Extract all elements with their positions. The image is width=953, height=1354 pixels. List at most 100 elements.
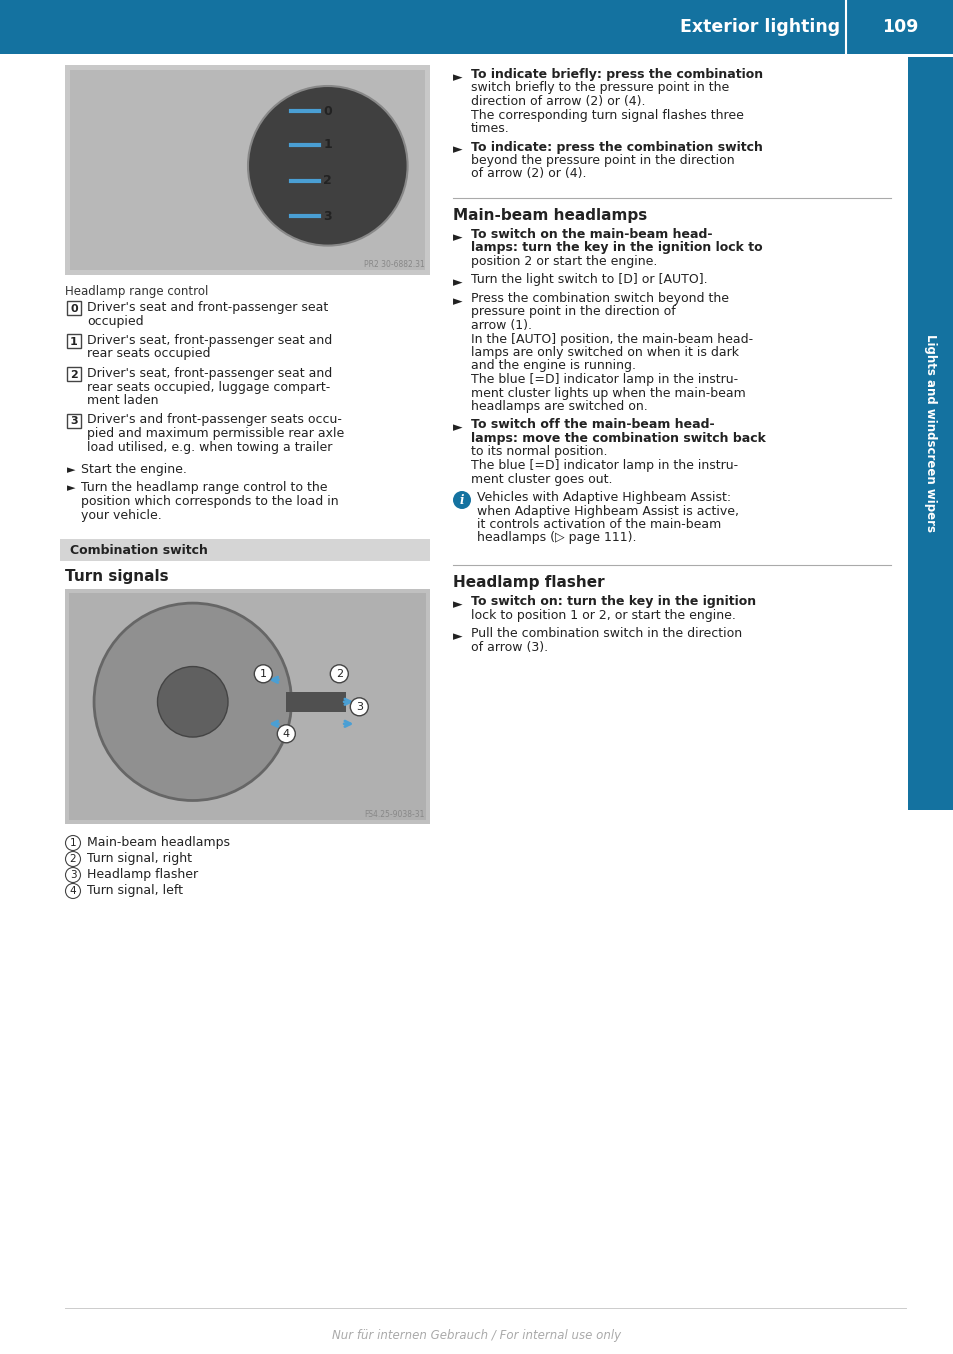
Text: rear seats occupied, luggage compart-: rear seats occupied, luggage compart- — [87, 380, 330, 394]
Text: Turn the headlamp range control to the: Turn the headlamp range control to the — [81, 482, 327, 494]
Text: of arrow (2) or (4).: of arrow (2) or (4). — [471, 168, 586, 180]
Text: 3: 3 — [71, 417, 78, 427]
Bar — [65, 589, 430, 825]
Text: Turn signals: Turn signals — [65, 569, 169, 584]
Text: rear seats occupied: rear seats occupied — [87, 348, 211, 360]
Text: 0: 0 — [323, 104, 332, 118]
Bar — [70, 70, 424, 269]
Text: To switch off the main-beam head-: To switch off the main-beam head- — [471, 418, 714, 432]
Text: times.: times. — [471, 122, 509, 135]
FancyBboxPatch shape — [67, 413, 81, 428]
Bar — [69, 593, 426, 821]
Text: ►: ► — [453, 144, 462, 157]
Bar — [65, 65, 430, 275]
Text: of arrow (3).: of arrow (3). — [471, 640, 548, 654]
Bar — [0, 0, 953, 54]
Circle shape — [66, 884, 80, 899]
Text: ment cluster lights up when the main-beam: ment cluster lights up when the main-bea… — [471, 386, 745, 399]
Text: ►: ► — [453, 630, 462, 643]
Circle shape — [94, 603, 292, 800]
Text: Main-beam headlamps: Main-beam headlamps — [453, 209, 646, 223]
Text: To indicate briefly: press the combination: To indicate briefly: press the combinati… — [471, 68, 762, 81]
Text: lamps: move the combination switch back: lamps: move the combination switch back — [471, 432, 765, 445]
Text: Headlamp range control: Headlamp range control — [65, 284, 208, 298]
Text: ►: ► — [453, 232, 462, 244]
Text: headlamps (▷ page 111).: headlamps (▷ page 111). — [476, 532, 636, 544]
Text: ►: ► — [67, 464, 75, 475]
Text: 2: 2 — [71, 370, 78, 380]
Bar — [907, 57, 953, 810]
Bar — [60, 539, 430, 561]
Text: The corresponding turn signal flashes three: The corresponding turn signal flashes th… — [471, 108, 743, 122]
Text: position 2 or start the engine.: position 2 or start the engine. — [471, 255, 657, 268]
Text: 3: 3 — [70, 871, 76, 880]
Text: ►: ► — [453, 276, 462, 290]
Text: lock to position 1 or 2, or start the engine.: lock to position 1 or 2, or start the en… — [471, 608, 735, 621]
Text: 3: 3 — [355, 701, 362, 712]
Text: 3: 3 — [323, 210, 332, 222]
Text: Turn signal, right: Turn signal, right — [87, 852, 192, 865]
Text: arrow (1).: arrow (1). — [471, 320, 532, 332]
Text: occupied: occupied — [87, 314, 144, 328]
Circle shape — [330, 665, 348, 682]
Circle shape — [254, 665, 272, 682]
Text: ►: ► — [67, 483, 75, 493]
Text: 0: 0 — [71, 305, 78, 314]
Circle shape — [66, 868, 80, 883]
Text: The blue [=D] indicator lamp in the instru-: The blue [=D] indicator lamp in the inst… — [471, 459, 738, 473]
Circle shape — [66, 852, 80, 867]
Text: Driver's and front-passenger seats occu-: Driver's and front-passenger seats occu- — [87, 413, 341, 427]
Text: Pull the combination switch in the direction: Pull the combination switch in the direc… — [471, 627, 741, 640]
Text: The blue [=D] indicator lamp in the instru-: The blue [=D] indicator lamp in the inst… — [471, 372, 738, 386]
Text: Press the combination switch beyond the: Press the combination switch beyond the — [471, 292, 728, 305]
Text: Turn signal, left: Turn signal, left — [87, 884, 183, 896]
Text: ment laden: ment laden — [87, 394, 158, 408]
Text: lamps: turn the key in the ignition lock to: lamps: turn the key in the ignition lock… — [471, 241, 761, 255]
Text: and the engine is running.: and the engine is running. — [471, 360, 636, 372]
Text: Driver's seat, front-passenger seat and: Driver's seat, front-passenger seat and — [87, 367, 332, 380]
Text: load utilised, e.g. when towing a trailer: load utilised, e.g. when towing a traile… — [87, 440, 332, 454]
Text: 1: 1 — [71, 337, 78, 347]
Text: In the [AUTO] position, the main-beam head-: In the [AUTO] position, the main-beam he… — [471, 333, 752, 345]
Text: PR2 30-6882.31: PR2 30-6882.31 — [364, 260, 424, 269]
Text: Main-beam headlamps: Main-beam headlamps — [87, 835, 230, 849]
Text: 1: 1 — [259, 669, 267, 678]
Text: Nur für internen Gebrauch / For internal use only: Nur für internen Gebrauch / For internal… — [332, 1328, 621, 1342]
Text: Combination switch: Combination switch — [70, 543, 208, 556]
Text: 4: 4 — [70, 886, 76, 896]
Text: 2: 2 — [323, 175, 332, 187]
Text: ment cluster goes out.: ment cluster goes out. — [471, 473, 612, 486]
FancyBboxPatch shape — [67, 367, 81, 380]
Text: 4: 4 — [282, 728, 290, 739]
Text: 109: 109 — [881, 18, 917, 37]
Text: Headlamp flasher: Headlamp flasher — [87, 868, 198, 881]
Text: when Adaptive Highbeam Assist is active,: when Adaptive Highbeam Assist is active, — [476, 505, 739, 517]
Circle shape — [277, 724, 295, 743]
Text: direction of arrow (2) or (4).: direction of arrow (2) or (4). — [471, 95, 645, 108]
Text: 2: 2 — [70, 854, 76, 864]
Text: FS4.25-9038-31: FS4.25-9038-31 — [364, 810, 424, 819]
Text: ►: ► — [453, 598, 462, 611]
Bar — [286, 692, 346, 712]
Text: 2: 2 — [335, 669, 342, 678]
FancyBboxPatch shape — [67, 334, 81, 348]
Text: lamps are only switched on when it is dark: lamps are only switched on when it is da… — [471, 347, 739, 359]
Text: Vehicles with Adaptive Highbeam Assist:: Vehicles with Adaptive Highbeam Assist: — [476, 492, 730, 504]
Text: Start the engine.: Start the engine. — [81, 463, 187, 477]
Text: To switch on: turn the key in the ignition: To switch on: turn the key in the igniti… — [471, 594, 756, 608]
Text: switch briefly to the pressure point in the: switch briefly to the pressure point in … — [471, 81, 728, 95]
Text: to its normal position.: to its normal position. — [471, 445, 607, 459]
Text: pied and maximum permissible rear axle: pied and maximum permissible rear axle — [87, 427, 344, 440]
Text: Driver's seat and front-passenger seat: Driver's seat and front-passenger seat — [87, 301, 328, 314]
Text: 1: 1 — [323, 138, 332, 152]
Text: headlamps are switched on.: headlamps are switched on. — [471, 399, 647, 413]
Text: 1: 1 — [70, 838, 76, 848]
Text: beyond the pressure point in the direction: beyond the pressure point in the directi… — [471, 154, 734, 167]
Text: position which corresponds to the load in: position which corresponds to the load i… — [81, 496, 338, 508]
Text: ►: ► — [453, 421, 462, 435]
Text: Headlamp flasher: Headlamp flasher — [453, 575, 604, 590]
Circle shape — [453, 492, 471, 509]
Circle shape — [157, 666, 228, 737]
Text: it controls activation of the main-beam: it controls activation of the main-beam — [476, 519, 720, 531]
Text: ►: ► — [453, 295, 462, 307]
